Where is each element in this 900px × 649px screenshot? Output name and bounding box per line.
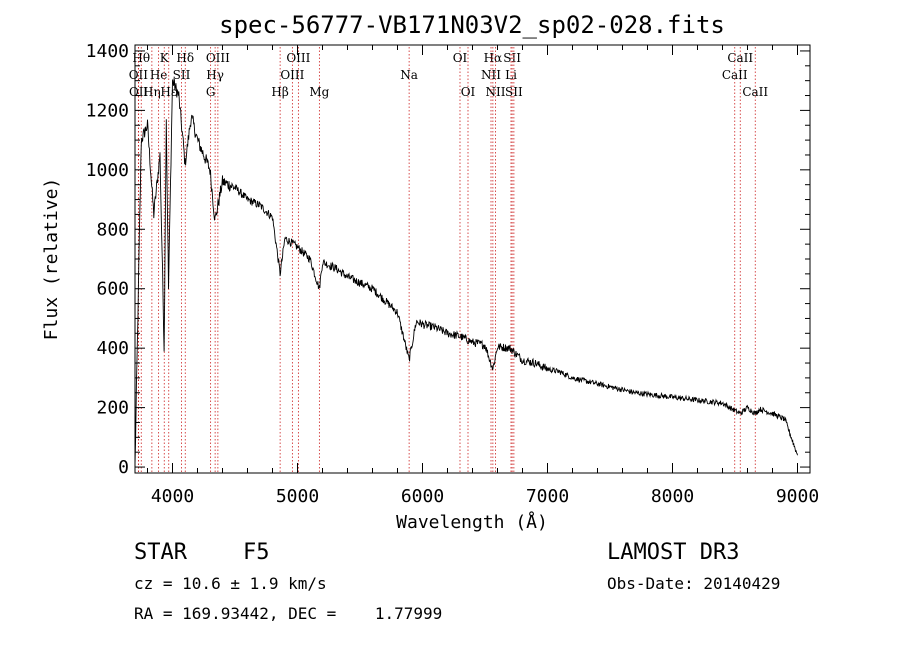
x-tick-label: 7000	[526, 486, 569, 507]
observation-date: Obs-Date: 20140429	[607, 574, 781, 593]
spectral-line-label: Hα	[484, 51, 503, 65]
y-axis-label: Flux (relative)	[41, 178, 62, 341]
x-tick-label: 9000	[776, 486, 819, 507]
spectrum-line	[134, 78, 798, 466]
spectral-line-label: OI	[461, 85, 476, 99]
spectral-line-label: K	[160, 51, 170, 65]
spectrum-trace	[134, 78, 798, 466]
x-axis-label: Wavelength (Å)	[396, 511, 548, 533]
y-tick-label: 1400	[86, 41, 129, 62]
y-tick-label: 600	[96, 279, 129, 300]
spectral-line-label: OIII	[286, 51, 310, 65]
redshift-value: cz = 10.6 ± 1.9 km/s	[134, 574, 327, 593]
x-tick-label: 6000	[401, 486, 444, 507]
spectral-line-label: SII	[173, 68, 191, 82]
y-tick-label: 800	[96, 219, 129, 240]
spectral-line-label: CaII	[742, 85, 768, 99]
spectral-line-label: Hβ	[271, 85, 288, 99]
spectral-line-label: SII	[505, 85, 523, 99]
spectral-line-label: NII	[481, 68, 501, 82]
x-tick-label: 8000	[651, 486, 694, 507]
spectral-line-label: OIII	[206, 51, 230, 65]
spectral-line-label: G	[206, 85, 216, 99]
spectral-subclass: F5	[243, 540, 270, 565]
x-tick-label: 5000	[276, 486, 319, 507]
chart-title: spec-56777-VB171N03V2_sp02-028.fits	[219, 11, 725, 39]
spectral-line-label: CaII	[722, 68, 748, 82]
x-tick-label: 4000	[151, 486, 194, 507]
spectral-line-label: Hθ	[132, 51, 150, 65]
survey-name: LAMOST DR3	[607, 540, 740, 565]
coordinates: RA = 169.93442, DEC = 1.77999	[134, 604, 443, 623]
spectral-line-label: SII	[503, 51, 521, 65]
x-axis: 4000 5000 6000 7000 8000 9000	[147, 45, 819, 507]
spectral-line-label: Mg	[309, 85, 329, 99]
spectral-line-label: Hη	[143, 85, 161, 99]
plot-frame	[134, 44, 811, 474]
y-tick-label: 0	[118, 457, 129, 478]
spectral-line-label: CaII	[727, 51, 753, 65]
spectral-line-label: Hε	[160, 85, 177, 99]
spectral-line-label: NII	[486, 85, 506, 99]
spectral-line-label: Hδ	[176, 51, 194, 65]
y-tick-label: 1200	[86, 100, 129, 121]
spectral-line-label: OIII	[280, 68, 304, 82]
y-tick-label: 1000	[86, 160, 129, 181]
y-axis: 0 200 400 600 800 1000 1200 1400	[86, 41, 810, 478]
spectral-line-label: He	[150, 68, 168, 82]
spectral-line-label: Na	[400, 68, 418, 82]
object-class: STAR	[134, 540, 187, 565]
spectral-line-label: Li	[505, 68, 517, 82]
spectral-line-label: Hγ	[206, 68, 224, 82]
y-tick-label: 400	[96, 338, 129, 359]
y-tick-label: 200	[96, 398, 129, 419]
spectral-line-label: OII	[129, 85, 149, 99]
spectral-line-label: OI	[453, 51, 468, 65]
